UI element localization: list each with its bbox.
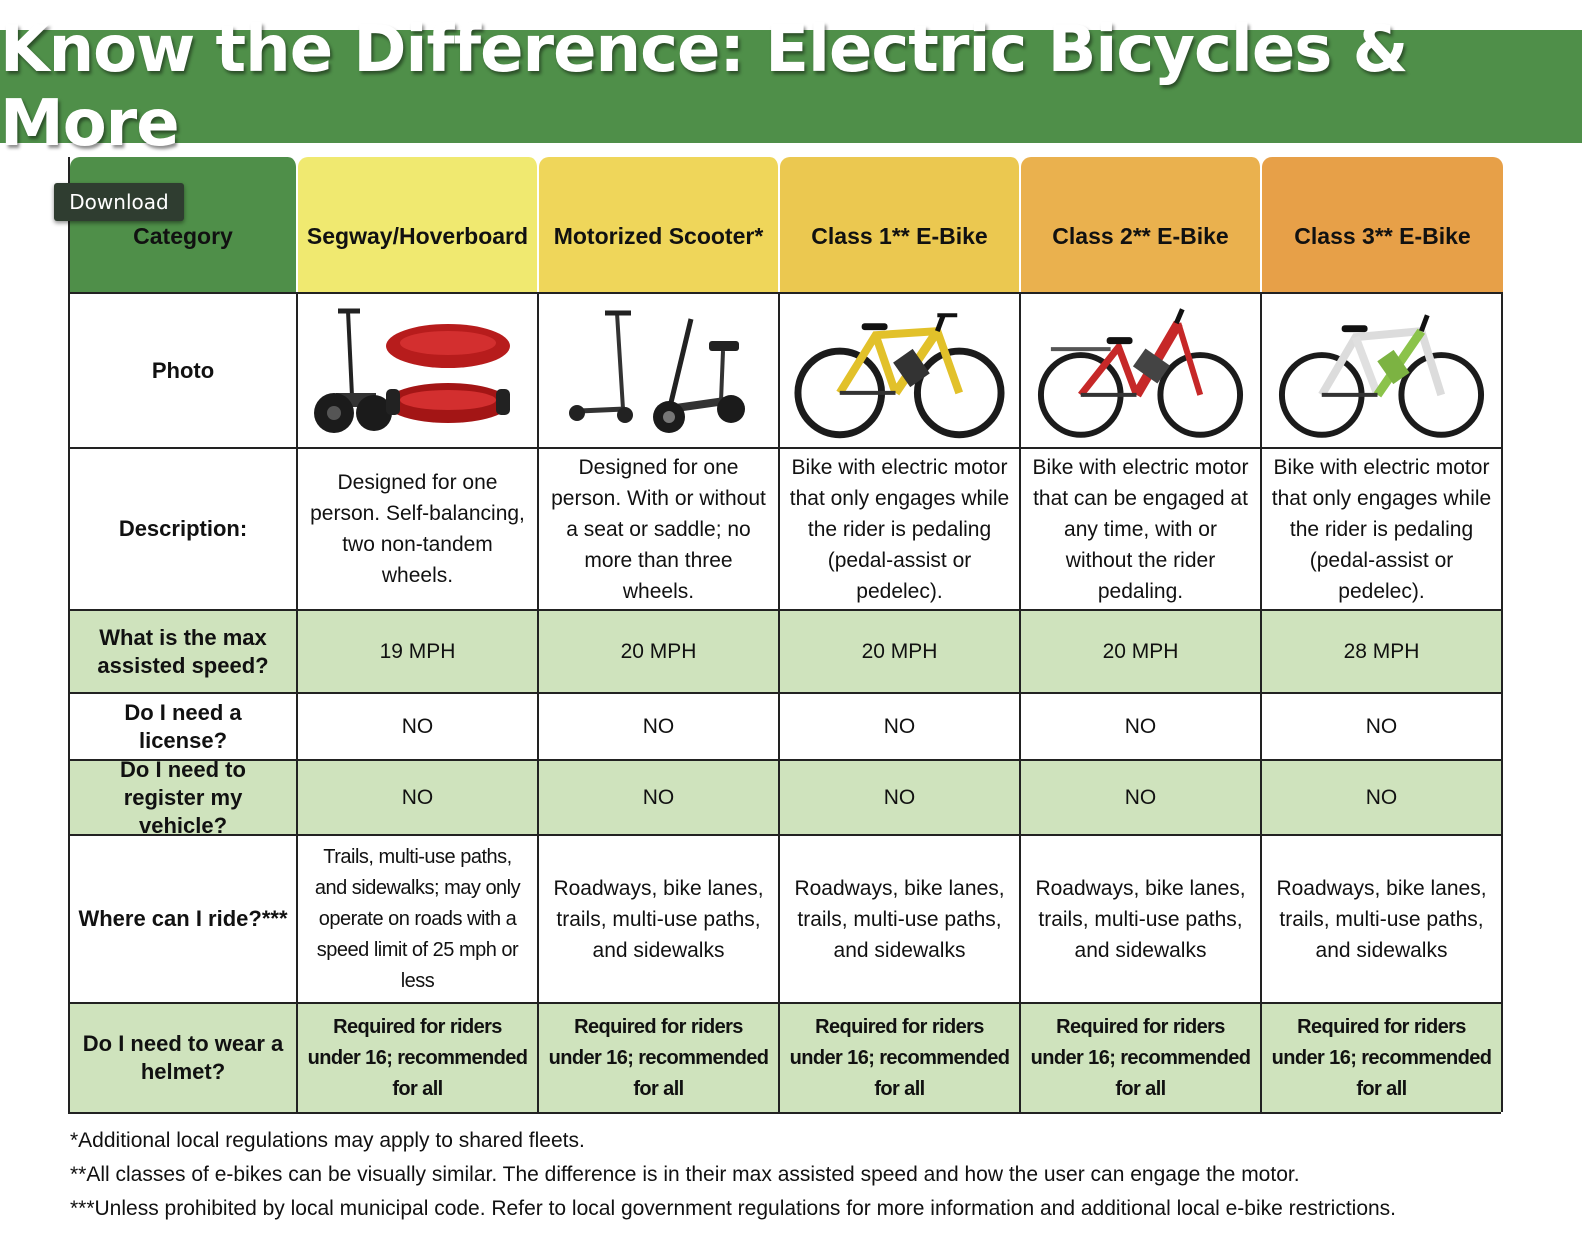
helmet-class2: Required for riders under 16; recommende… [1021,1002,1262,1112]
segway-and-hoverboard-photo [298,292,539,447]
register-class3: NO [1262,759,1503,834]
register-class1: NO [780,759,1021,834]
license-class1: NO [780,692,1021,759]
speed-class2: 20 MPH [1021,609,1262,692]
row-label-photo: Photo [70,292,298,447]
footnote-3: ***Unless prohibited by local municipal … [70,1197,1397,1220]
register-segway: NO [298,759,539,834]
row-label-speed: What is the max assisted speed? [70,609,298,692]
row-label-ride: Where can I ride?*** [70,834,298,1002]
helmet-class3: Required for riders under 16; recommende… [1262,1002,1503,1112]
license-class2: NO [1021,692,1262,759]
description-class2: Bike with electric motor that can be eng… [1021,447,1262,609]
white-green-class3-ebike-photo [1262,292,1503,447]
row-label-license: Do I need a license? [70,692,298,759]
footnotes: *Additional local regulations may apply … [70,1124,1520,1226]
row-label-helmet: Do I need to wear a helmet? [70,1002,298,1112]
register-class2: NO [1021,759,1262,834]
red-class2-ebike-photo [1021,292,1262,447]
description-class3: Bike with electric motor that only engag… [1262,447,1503,609]
helmet-segway: Required for riders under 16; recommende… [298,1002,539,1112]
license-segway: NO [298,692,539,759]
download-button[interactable]: Download [54,183,184,221]
helmet-scooter: Required for riders under 16; recommende… [539,1002,780,1112]
speed-scooter: 20 MPH [539,609,780,692]
yellow-class1-ebike-photo [780,292,1021,447]
header-category: Category [70,157,298,292]
title-banner: Know the Difference: Electric Bicycles &… [0,13,1582,161]
register-scooter: NO [539,759,780,834]
speed-class1: 20 MPH [780,609,1021,692]
ride-class2: Roadways, bike lanes, trails, multi-use … [1021,834,1262,1002]
description-class1: Bike with electric motor that only engag… [780,447,1021,609]
header-class2: Class 2** E-Bike [1021,157,1262,292]
ride-class1: Roadways, bike lanes, trails, multi-use … [780,834,1021,1002]
license-class3: NO [1262,692,1503,759]
ride-segway: Trails, multi-use paths, and sidewalks; … [298,834,539,1002]
footnote-1: *Additional local regulations may apply … [70,1129,585,1152]
header-class3: Class 3** E-Bike [1262,157,1503,292]
row-label-register: Do I need to register my vehicle? [70,757,298,838]
speed-segway: 19 MPH [298,609,539,692]
header-segway: Segway/Hoverboard [298,157,539,292]
row-label-description: Description: [70,447,298,609]
comparison-table: Category Segway/Hoverboard Motorized Sco… [68,157,1503,1114]
description-scooter: Designed for one person. With or without… [539,447,780,609]
license-scooter: NO [539,692,780,759]
speed-class3: 28 MPH [1262,609,1503,692]
page-title: Know the Difference: Electric Bicycles &… [0,12,1408,161]
motorized-scooter-photo [539,292,780,447]
footnote-2: **All classes of e-bikes can be visually… [70,1163,1300,1186]
helmet-class1: Required for riders under 16; recommende… [780,1002,1021,1112]
ride-class3: Roadways, bike lanes, trails, multi-use … [1262,834,1503,1002]
ride-scooter: Roadways, bike lanes, trails, multi-use … [539,834,780,1002]
header-scooter: Motorized Scooter* [539,157,780,292]
header-class1: Class 1** E-Bike [780,157,1021,292]
description-segway: Designed for one person. Self-balancing,… [298,447,539,609]
